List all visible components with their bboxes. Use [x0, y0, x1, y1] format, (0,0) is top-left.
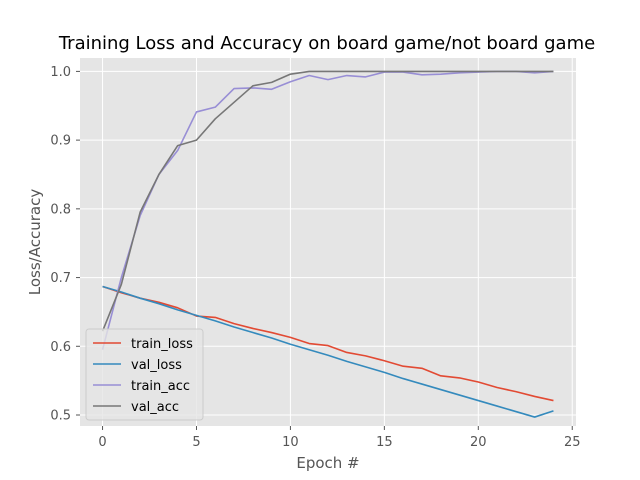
x-tick-label: 0: [98, 435, 106, 450]
legend-label-train-acc: train_acc: [131, 379, 190, 394]
x-tick-label: 15: [376, 435, 393, 450]
y-tick-label: 0.7: [50, 271, 71, 286]
legend-label-train-loss: train_loss: [131, 337, 193, 352]
series-lines: [101, 70, 554, 418]
legend-label-val-acc: val_acc: [131, 400, 179, 415]
y-tick-label: 0.9: [50, 134, 71, 149]
legend: train_loss val_loss train_acc val_acc: [85, 328, 204, 421]
series-line-val-loss: [102, 285, 554, 418]
x-tick-label: 25: [564, 435, 581, 450]
legend-label-val-loss: val_loss: [131, 358, 182, 373]
y-tick-label: 1.0: [50, 65, 71, 80]
series-line-train-loss: [102, 285, 554, 402]
x-tick-label: 5: [192, 435, 200, 450]
chart-title: Training Loss and Accuracy on board game…: [58, 33, 595, 54]
legend-box: [85, 328, 204, 421]
series-line-val-acc: [101, 70, 554, 332]
y-axis-label: Loss/Accuracy: [26, 189, 44, 296]
y-tick-label: 0.5: [50, 409, 71, 424]
axis-ticks: 0 5 10 15 20 25 0.5 0.6 0.7 0.8 0.9 1.0: [50, 65, 580, 450]
x-tick-label: 20: [470, 435, 487, 450]
y-tick-label: 0.6: [50, 340, 71, 355]
y-tick-label: 0.8: [50, 202, 71, 217]
x-axis-label: Epoch #: [296, 454, 359, 472]
x-tick-label: 10: [282, 435, 299, 450]
